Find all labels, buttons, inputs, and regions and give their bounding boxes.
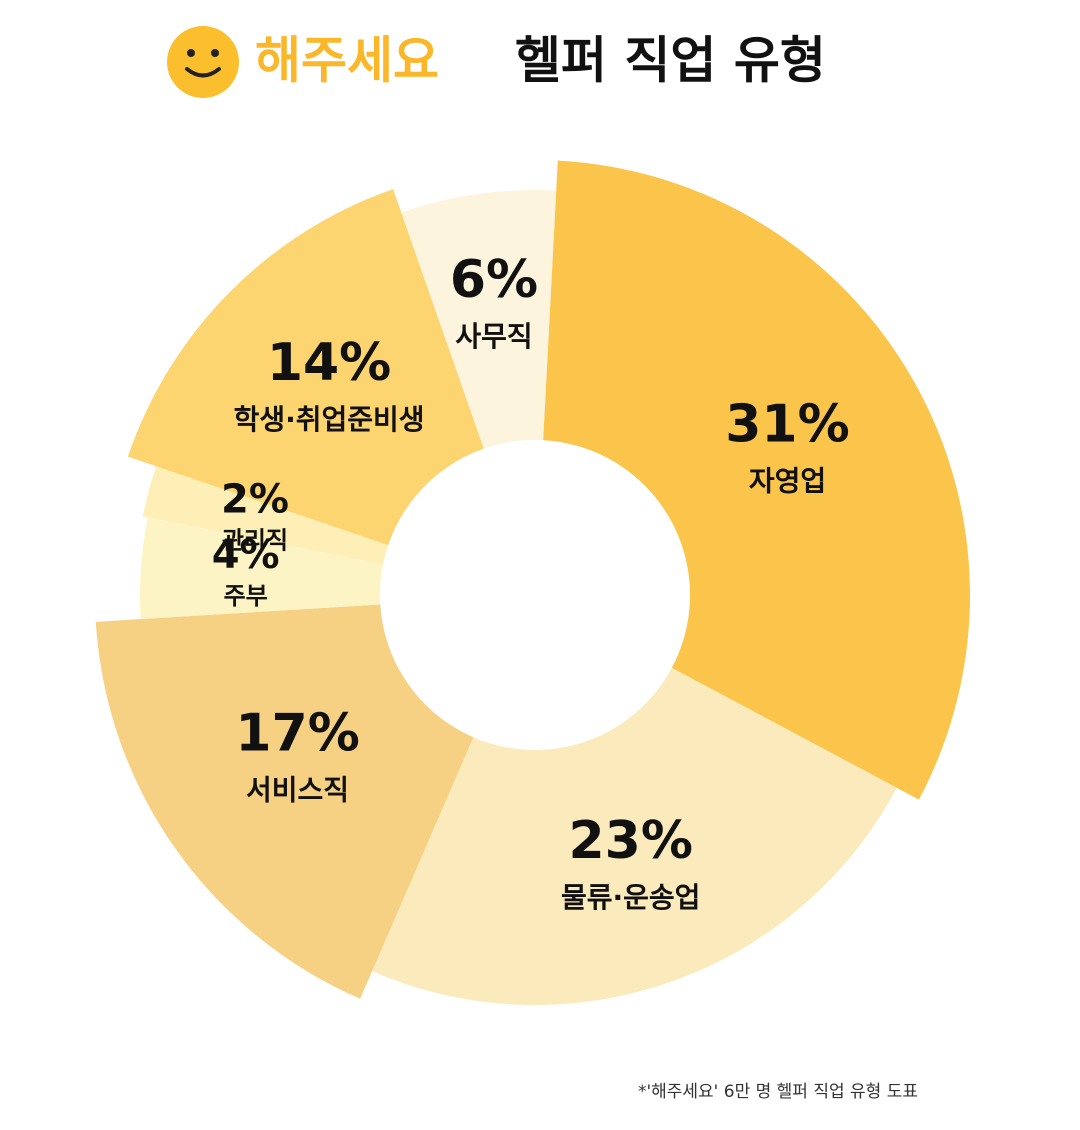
value-label: 23% [568, 811, 692, 871]
category-label: 서비스직 [246, 774, 349, 807]
value-label: 17% [235, 704, 359, 764]
category-label: 관리직 [222, 527, 288, 555]
value-label: 31% [725, 394, 849, 454]
donut-hole [380, 440, 690, 750]
value-label: 4% [212, 532, 280, 578]
value-label: 2% [221, 477, 289, 523]
chart-title: 헬퍼 직업 유형 [515, 32, 826, 90]
value-label: 6% [450, 250, 538, 310]
category-label: 자영업 [749, 464, 826, 497]
category-label: 주부 [224, 582, 268, 610]
category-label: 물류·운송업 [561, 881, 700, 914]
category-label: 사무직 [455, 320, 532, 353]
source-note: *'해주세요' 6만 명 헬퍼 직업 유형 도표 [638, 1082, 918, 1102]
brand-title: 해주세요 [255, 32, 439, 90]
category-label: 학생·취업준비생 [234, 403, 425, 436]
value-label: 14% [267, 333, 391, 393]
logo-icon [167, 26, 239, 98]
labels: 31% 자영업 23% 물류·운송업 17% 서비스직 4% 주부 2% 관리직 14% 학생·취업준… [212, 250, 850, 914]
